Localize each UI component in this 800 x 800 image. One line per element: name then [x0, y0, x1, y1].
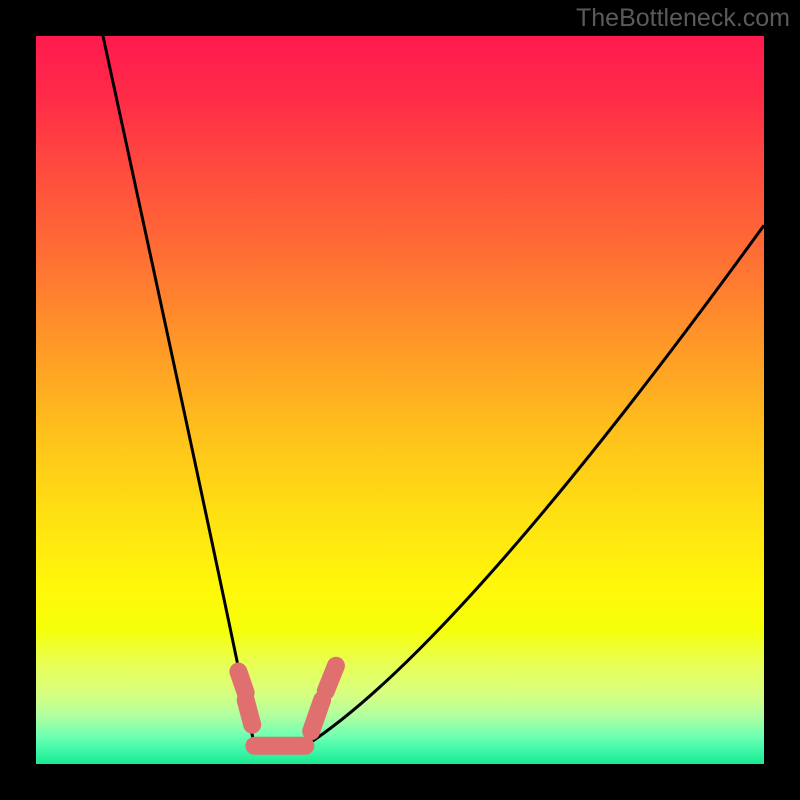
dip-marker [311, 700, 322, 731]
dip-marker [326, 666, 336, 691]
chart-background [36, 36, 764, 764]
dip-marker [246, 700, 253, 725]
bottleneck-chart [0, 0, 800, 800]
dip-marker [238, 672, 245, 693]
